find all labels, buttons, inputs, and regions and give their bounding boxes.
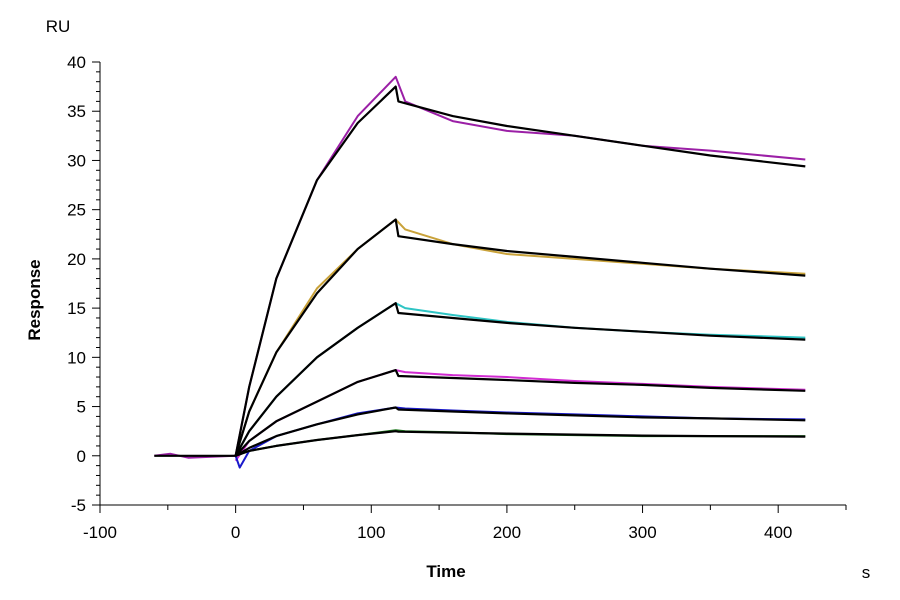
- data-series-line-1: [154, 75, 806, 459]
- fit-curve-6: [235, 430, 806, 457]
- x-tick-label: 200: [493, 523, 521, 542]
- y-tick-label: 35: [67, 102, 86, 121]
- x-tick-label: 0: [231, 523, 240, 542]
- fit-curve-5: [235, 406, 806, 457]
- x-axis-title: Time: [426, 562, 465, 581]
- x-tick-label: 300: [628, 523, 656, 542]
- y-tick-label: 15: [67, 299, 86, 318]
- y-axis-title: Response: [25, 259, 44, 340]
- fit-curve-3: [234, 302, 806, 457]
- y-tick-label: 40: [67, 53, 86, 72]
- y-tick-label: -5: [71, 496, 86, 515]
- y-tick-label: 5: [77, 398, 86, 417]
- data-series-line-4: [234, 369, 806, 462]
- y-tick-label: 0: [77, 447, 86, 466]
- x-tick-label: 100: [357, 523, 385, 542]
- y-tick-label: 10: [67, 348, 86, 367]
- y-tick-label: 20: [67, 250, 86, 269]
- data-series-line-2: [234, 218, 806, 457]
- x-unit-label: s: [862, 563, 871, 582]
- y-tick-label: 25: [67, 201, 86, 220]
- fits-layer: [154, 85, 806, 457]
- data-series-line-5: [234, 406, 806, 469]
- x-tick-label: -100: [83, 523, 117, 542]
- fit-curve-4: [234, 369, 806, 457]
- ticks: -5 0 5 10 15 20 25 30 35 40 -100 0 100 200 300 400: [67, 53, 847, 542]
- x-tick-label: 400: [764, 523, 792, 542]
- series-layer: [154, 75, 806, 469]
- y-tick-label: 30: [67, 151, 86, 170]
- fit-curve-2: [234, 218, 806, 457]
- fit-curve-1: [154, 85, 806, 457]
- axes: [99, 62, 846, 506]
- y-unit-label: RU: [46, 17, 71, 36]
